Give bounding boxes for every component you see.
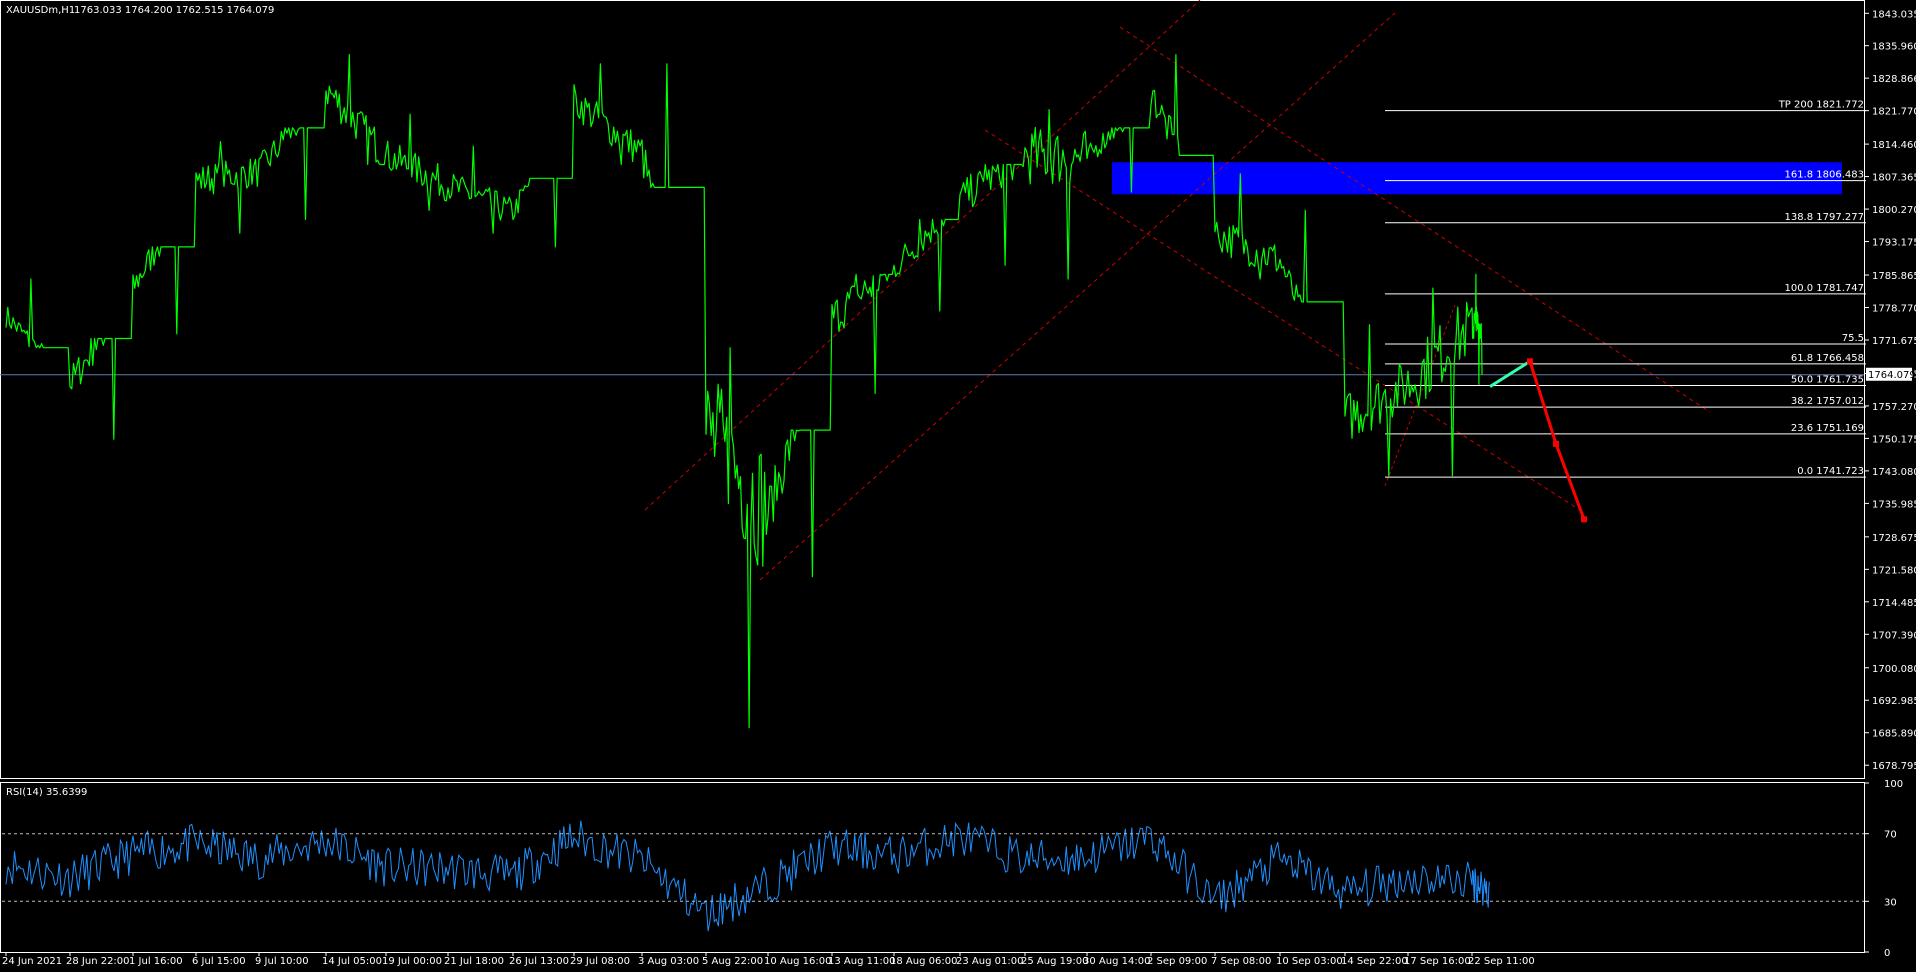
current-price-tag-bg <box>1866 367 1912 381</box>
time-tick-label: 17 Sep 16:00 <box>1404 956 1471 967</box>
rsi-plot-frame <box>0 782 1865 953</box>
rsi-tick-label: 30 <box>1884 897 1897 908</box>
time-tick-label: 6 Jul 15:00 <box>192 956 246 967</box>
time-tick-label: 14 Jul 05:00 <box>322 956 382 967</box>
projection-point <box>1527 358 1533 365</box>
rsi-tick-label: 0 <box>1884 948 1890 959</box>
time-tick-label: 10 Aug 16:00 <box>764 956 831 967</box>
price-tick-label: 1757.270 <box>1872 402 1916 413</box>
time-tick-label: 30 Aug 14:00 <box>1083 956 1150 967</box>
fib-level-label: 100.0 1781.747 <box>1784 283 1864 294</box>
current-price-value: 1764.079 <box>1868 370 1916 381</box>
projection-path <box>1489 358 1587 523</box>
rsi-series <box>5 820 1490 932</box>
time-tick-label: 3 Aug 03:00 <box>638 956 699 967</box>
time-tick-label: 13 Aug 11:00 <box>828 956 895 967</box>
price-tick-label: 1785.865 <box>1872 271 1916 282</box>
main-plot-frame <box>0 0 1865 779</box>
price-tick-label: 1735.985 <box>1872 499 1916 510</box>
projection-up-leg <box>1489 360 1531 388</box>
channel-line <box>644 0 1201 511</box>
price-tick-label: 1700.080 <box>1872 664 1916 675</box>
time-tick-label: 21 Jul 18:00 <box>444 956 504 967</box>
projection-point <box>1553 440 1559 447</box>
chart-symbol: XAUUSDm,H1 <box>6 5 75 16</box>
fib-level-label: 0.0 1741.723 <box>1797 466 1864 477</box>
channel-line <box>1119 26 1711 413</box>
fib-level-label: 138.8 1797.277 <box>1784 212 1864 223</box>
rsi-title: RSI(14) 35.6399 <box>6 787 87 798</box>
time-tick-label: 28 Jun 22:00 <box>66 956 130 967</box>
supply-zone <box>1112 162 1842 195</box>
price-tick-label: 1807.365 <box>1872 173 1916 184</box>
time-tick-label: 25 Aug 19:00 <box>1021 956 1088 967</box>
channel-lines <box>644 0 1711 581</box>
time-tick-label: 29 Jul 08:00 <box>570 956 630 967</box>
price-tick-label: 1835.960 <box>1872 42 1916 53</box>
rsi-axis: 100 70 30 0 <box>2 779 1903 959</box>
time-tick-label: 23 Aug 01:00 <box>956 956 1023 967</box>
time-tick-label: 9 Jul 10:00 <box>255 956 309 967</box>
price-tick-label: 1714.485 <box>1872 598 1916 609</box>
price-tick-label: 1685.890 <box>1872 729 1916 740</box>
price-tick-label: 1843.035 <box>1872 9 1916 20</box>
price-tick-label: 1771.675 <box>1872 336 1916 347</box>
price-tick-label: 1678.795 <box>1872 761 1916 772</box>
time-tick-label: 14 Sep 22:00 <box>1341 956 1408 967</box>
time-tick-label: 10 Sep 03:00 <box>1276 956 1343 967</box>
fib-level-label: TP 200 1821.772 <box>1778 100 1864 111</box>
time-tick-label: 2 Sep 09:00 <box>1147 956 1207 967</box>
fib-level-label: 23.6 1751.169 <box>1791 423 1864 434</box>
fib-level-label: 161.8 1806.483 <box>1784 170 1864 181</box>
price-tick-label: 1793.175 <box>1872 238 1916 249</box>
price-tick-label: 1800.270 <box>1872 205 1916 216</box>
price-tick-label: 1743.080 <box>1872 467 1916 478</box>
projection-point <box>1581 516 1587 523</box>
time-tick-label: 26 Jul 13:00 <box>509 956 569 967</box>
price-tick-label: 1707.390 <box>1872 630 1916 641</box>
chart-ohlc: 1763.033 1764.200 1762.515 1764.079 <box>74 5 274 16</box>
rsi-tick-label: 70 <box>1884 830 1897 841</box>
price-tick-label: 1821.770 <box>1872 107 1916 118</box>
price-axis: 1843.035 1835.960 1828.866 1821.770 1814.460… <box>1864 9 1916 772</box>
time-tick-label: 19 Jul 00:00 <box>382 956 442 967</box>
fib-level-label: 75.5 <box>1842 333 1864 344</box>
time-tick-label: 5 Aug 22:00 <box>702 956 763 967</box>
price-tick-label: 1778.770 <box>1872 304 1916 315</box>
fibonacci-levels: TP 200 1821.772 161.8 1806.483 138.8 1797.… <box>1385 100 1866 478</box>
price-tick-label: 1750.175 <box>1872 434 1916 445</box>
channel-line <box>984 129 1581 511</box>
time-tick-label: 7 Sep 08:00 <box>1211 956 1271 967</box>
price-tick-label: 1728.675 <box>1872 533 1916 544</box>
rsi-line <box>5 820 1490 932</box>
fib-level-label: 50.0 1761.735 <box>1791 374 1864 385</box>
time-axis: 24 Jun 2021 28 Jun 22:00 1 Jul 16:00 6 Jul … <box>2 952 1535 967</box>
fib-level-label: 61.8 1766.458 <box>1791 353 1864 364</box>
price-tick-label: 1814.460 <box>1872 140 1916 151</box>
time-tick-label: 1 Jul 16:00 <box>129 956 183 967</box>
price-line <box>5 53 1483 729</box>
fib-level-label: 38.2 1757.012 <box>1791 396 1864 407</box>
price-tick-label: 1721.580 <box>1872 565 1916 576</box>
current-price-tag: 1764.079 <box>1866 367 1916 381</box>
price-series <box>5 53 1483 729</box>
rsi-tick-label: 100 <box>1884 779 1903 790</box>
price-tick-label: 1692.985 <box>1872 696 1916 707</box>
time-tick-label: 18 Aug 06:00 <box>890 956 957 967</box>
supply-zone-layer <box>1112 162 1842 195</box>
price-tick-label: 1828.866 <box>1872 74 1916 85</box>
time-tick-label: 24 Jun 2021 <box>2 956 62 967</box>
time-tick-label: 22 Sep 11:00 <box>1468 956 1535 967</box>
channel-line <box>759 12 1396 581</box>
